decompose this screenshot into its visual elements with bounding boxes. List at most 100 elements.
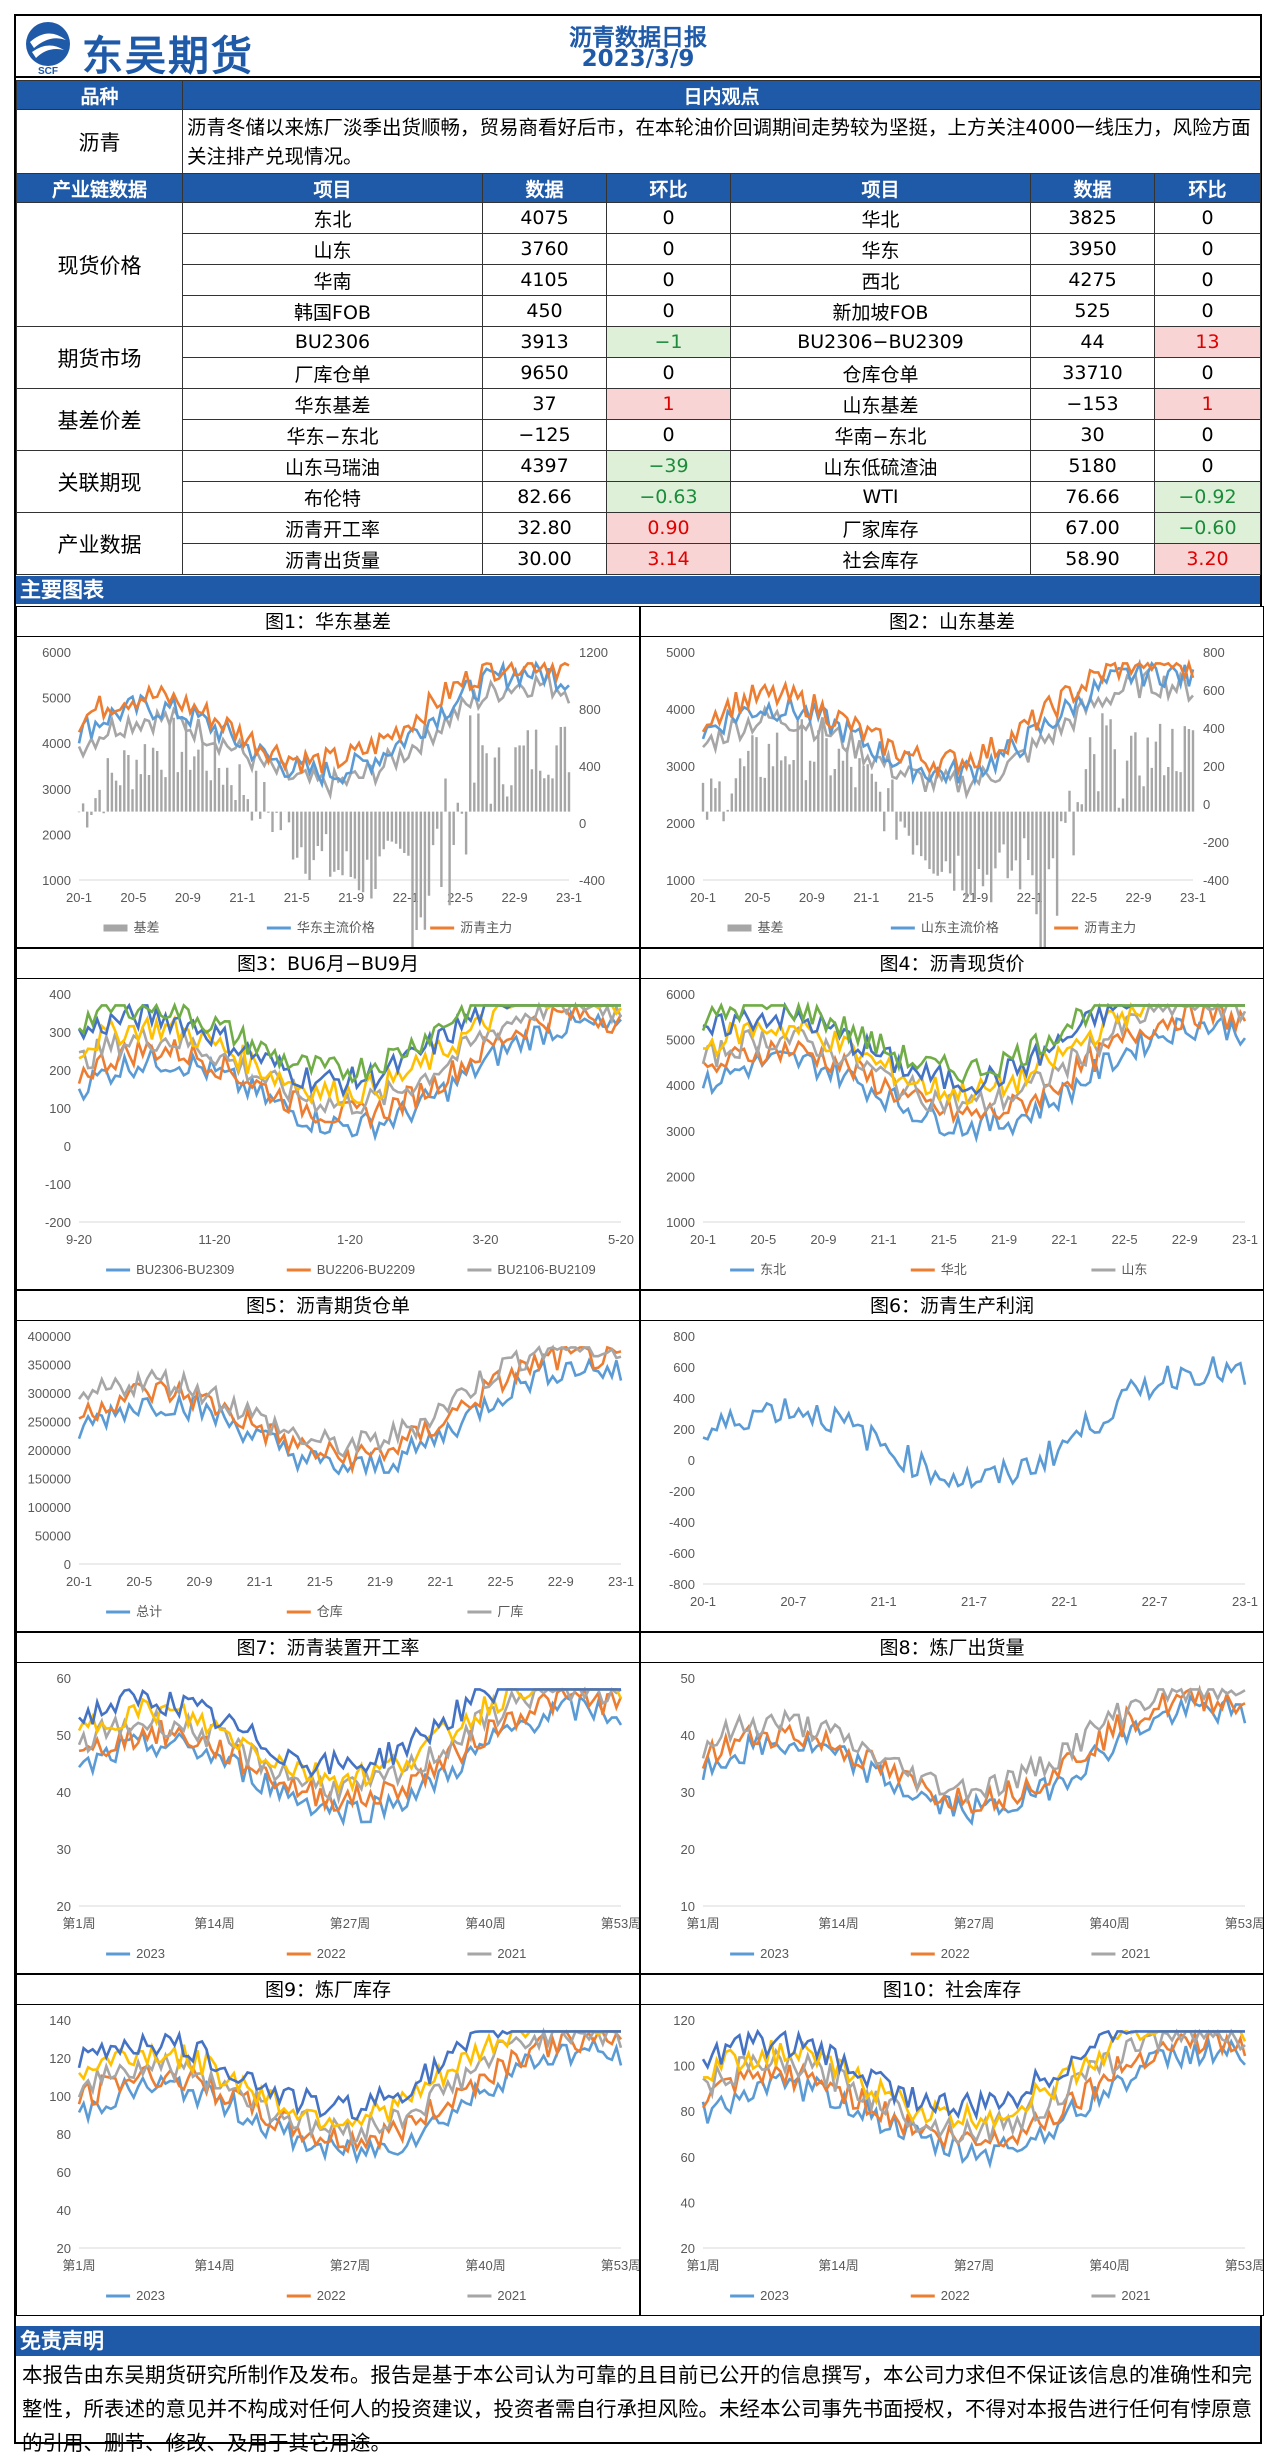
y-tick-label: 5000 — [666, 645, 695, 660]
change-cell: 13 — [1154, 326, 1261, 358]
legend-label: 2022 — [941, 2288, 970, 2303]
legend-label: 厂库 — [497, 1604, 523, 1619]
item-cell: 华东−东北 — [182, 419, 483, 451]
y-tick-label: 0 — [688, 1453, 695, 1468]
x-tick-label: 21-1 — [229, 890, 255, 905]
y-tick-label: 50000 — [35, 1529, 71, 1544]
table-row: 期货市场 BU2306 3913 −1 BU2306−BU2309 44 13 — [16, 326, 1261, 389]
chart-plot: 140 120 100 80 60 40 20 第1周 第14周 第27周 第40周 第53周 2023… — [49, 2013, 639, 2303]
legend-label: BU2306-BU2309 — [136, 1262, 234, 1277]
series-line — [78, 1001, 623, 1115]
change-cell: 0 — [1154, 357, 1261, 389]
series-line — [701, 1684, 1246, 1814]
item-cell: 山东 — [182, 233, 483, 265]
table-row: 厂库仓单 9650 0 仓库仓单 33710 0 — [17, 357, 1261, 389]
y-tick-label: 0 — [64, 1557, 71, 1572]
x-tick-label: 第27周 — [954, 2258, 994, 2273]
table-header-5: 数据 — [1030, 173, 1155, 203]
series-line — [701, 1000, 1245, 1085]
y-tick-label: 6000 — [42, 645, 71, 660]
legend-label: 2021 — [1121, 2288, 1150, 2303]
x-tick-label: 23-1 — [1180, 890, 1206, 905]
change-cell: 0 — [606, 419, 731, 451]
y-tick-label: 1000 — [666, 1215, 695, 1230]
chart-panel: 图4：沥青现货价 6000 5000 4000 3000 2000 1000 20-1 20-5… — [640, 948, 1264, 1290]
legend-label: 2022 — [317, 2288, 346, 2303]
x-tick-label: 20-1 — [690, 1594, 716, 1609]
x-tick-label: 21-9 — [338, 890, 364, 905]
legend-label: 2023 — [136, 2288, 165, 2303]
y-tick-label: 20 — [57, 2241, 71, 2256]
basis-bars — [701, 713, 1195, 947]
x-tick-label: 1-20 — [337, 1232, 363, 1247]
value-cell: 82.66 — [482, 481, 607, 513]
y-tick-label: 120 — [673, 2013, 695, 2028]
y-tick-label: 4000 — [666, 1078, 695, 1093]
x-tick-label: 22-5 — [488, 1574, 514, 1589]
x-tick-label: 20-5 — [126, 1574, 152, 1589]
y-tick-label: 80 — [681, 2104, 695, 2119]
legend-label: 2022 — [941, 1946, 970, 1961]
x-tick-label: 21-1 — [853, 890, 879, 905]
chart-panel: 图7：沥青装置开工率 60 50 40 30 20 第1周 第14周 第27周 第40周 第53周 2… — [16, 1632, 640, 1974]
y-tick-label: 40 — [681, 2195, 695, 2210]
item-cell: BU2306 — [182, 326, 483, 358]
item-cell: 沥青出货量 — [182, 543, 483, 575]
chart-plot: 800 600 400 200 0 -200 -400 -600 -800 20-1 20-7 21-… — [669, 1329, 1258, 1609]
legend-label: 2023 — [760, 1946, 789, 1961]
y-tick-label: 1000 — [666, 873, 695, 888]
group-label: 基差价差 — [16, 388, 183, 451]
series-line — [78, 1686, 623, 1812]
item-cell: BU2306−BU2309 — [730, 326, 1031, 358]
y-tick-label: 4000 — [666, 702, 695, 717]
change-cell: 0.90 — [606, 512, 731, 544]
y-tick-label: 400000 — [28, 1329, 71, 1344]
value-cell: −125 — [482, 419, 607, 451]
chart-title: 图1：华东基差 — [17, 607, 639, 637]
y2-tick-label: 400 — [1203, 721, 1225, 736]
chart-title: 图8：炼厂出货量 — [641, 1633, 1263, 1663]
chart-panel: 图3：BU6月−BU9月 400 300 200 100 0 -100 -200 9-20 11-… — [16, 948, 640, 1290]
item-cell: 新加坡FOB — [730, 295, 1031, 327]
series-line — [78, 1344, 622, 1475]
chart-plot: 60005000400030002000100012008004000-4002… — [42, 645, 608, 947]
item-cell: 华东基差 — [182, 388, 483, 420]
y-tick-label: 60 — [57, 1671, 71, 1686]
y2-tick-label: 400 — [579, 759, 601, 774]
x-tick-label: 23-1 — [1232, 1232, 1258, 1247]
x-tick-label: 20-1 — [66, 890, 92, 905]
chart-panel: 图1：华东基差 6000 5000 4000 3000 2000 1000 1200 800 40… — [16, 606, 640, 948]
y-tick-label: 6000 — [666, 987, 695, 1002]
value-cell: 3760 — [482, 233, 607, 265]
company-logo: SCF 东吴期货 — [20, 20, 290, 80]
chart-title: 图7：沥青装置开工率 — [17, 1633, 639, 1663]
value-cell: 30.00 — [482, 543, 607, 575]
y-tick-label: 400 — [673, 1391, 695, 1406]
item-cell: 华南−东北 — [730, 419, 1031, 451]
table-row: 韩国FOB 450 0 新加坡FOB 525 0 — [17, 295, 1261, 327]
y-tick-label: 30 — [57, 1842, 71, 1857]
legend-label: 华东主流价格 — [297, 920, 375, 935]
series-line — [77, 660, 570, 789]
legend-label: 华北 — [941, 1262, 967, 1277]
y-tick-label: -200 — [669, 1484, 695, 1499]
basis-bars — [77, 713, 571, 947]
item-cell: 仓库仓单 — [730, 357, 1031, 389]
x-tick-label: 21-7 — [961, 1594, 987, 1609]
series-line — [77, 660, 570, 774]
group-label: 关联期现 — [16, 450, 183, 513]
x-tick-label: 20-1 — [690, 890, 716, 905]
value-cell: 4275 — [1030, 264, 1155, 296]
chart-title: 图6：沥青生产利润 — [641, 1291, 1263, 1321]
value-cell: 9650 — [482, 357, 607, 389]
chart-plot: 400 300 200 100 0 -100 -200 9-20 11-20 1-20 3-20 5-… — [45, 987, 634, 1277]
x-tick-label: 3-20 — [472, 1232, 498, 1247]
x-tick-label: 21-5 — [931, 1232, 957, 1247]
x-tick-label: 20-5 — [750, 1232, 776, 1247]
chart-plot: 400000 350000 300000 250000 200000 150000 1000… — [28, 1329, 634, 1619]
industry-data-table: 产业链数据 项目 数据 环比 项目 数据 环比 现货价格 东北 4075 0 华北 3825 0 山东 376… — [16, 173, 1261, 575]
table-row: 产业数据 沥青开工率 32.80 0.90 厂家库存 67.00 −0.60 — [16, 512, 1261, 575]
value-cell: 67.00 — [1030, 512, 1155, 544]
x-tick-label: 第1周 — [686, 1916, 719, 1931]
legend-label: 山东 — [1121, 1262, 1147, 1277]
